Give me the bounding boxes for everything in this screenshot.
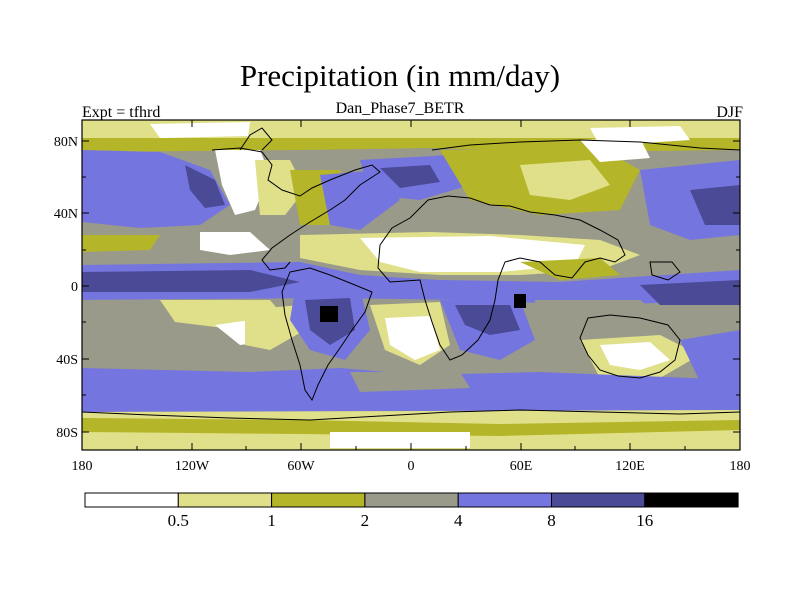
y-tick-label: 40N (54, 207, 78, 222)
map-subtitle: Dan_Phase7_BETR (335, 100, 465, 117)
colorbar-swatch (271, 492, 366, 508)
colorbar (84, 492, 739, 508)
colorbar-swatch (364, 492, 459, 508)
x-tick-label: 120W (175, 459, 210, 474)
colorbar-swatch (644, 492, 739, 508)
colorbar-swatch (84, 492, 179, 508)
map-title: Precipitation (in mm/day) (239, 58, 561, 93)
colorbar-label: 8 (547, 511, 556, 530)
colorbar-label: 0.5 (168, 511, 189, 530)
x-tick-label: 120E (615, 459, 645, 474)
y-tick-labels: 80N 40N 0 40S 80S (54, 135, 78, 441)
map-field (82, 120, 740, 450)
colorbar-label: 1 (267, 511, 276, 530)
season-label: DJF (716, 104, 743, 121)
colorbar-labels: 0.5 1 2 4 8 16 (168, 511, 654, 530)
y-tick-marks (82, 140, 740, 433)
y-tick-label: 0 (71, 280, 78, 295)
x-tick-marks (81, 120, 741, 450)
colorbar-swatch (457, 492, 553, 508)
x-tick-label: 60E (510, 459, 533, 474)
colorbar-label: 4 (454, 511, 463, 530)
x-tick-labels: 180 120W 60W 0 60E 120E 180 (72, 459, 751, 474)
x-tick-label: 0 (408, 459, 415, 474)
y-tick-label: 80S (56, 426, 78, 441)
y-tick-label: 80N (54, 135, 78, 150)
coastlines (82, 127, 740, 421)
x-tick-label: 180 (730, 459, 751, 474)
x-tick-label: 180 (72, 459, 93, 474)
colorbar-label: 2 (361, 511, 370, 530)
experiment-label: Expt = tfhrd (82, 104, 161, 121)
colorbar-swatch (551, 492, 646, 508)
colorbar-label: 16 (636, 511, 653, 530)
x-tick-label: 60W (287, 459, 315, 474)
colorbar-swatch (177, 492, 273, 508)
y-tick-label: 40S (56, 353, 78, 368)
